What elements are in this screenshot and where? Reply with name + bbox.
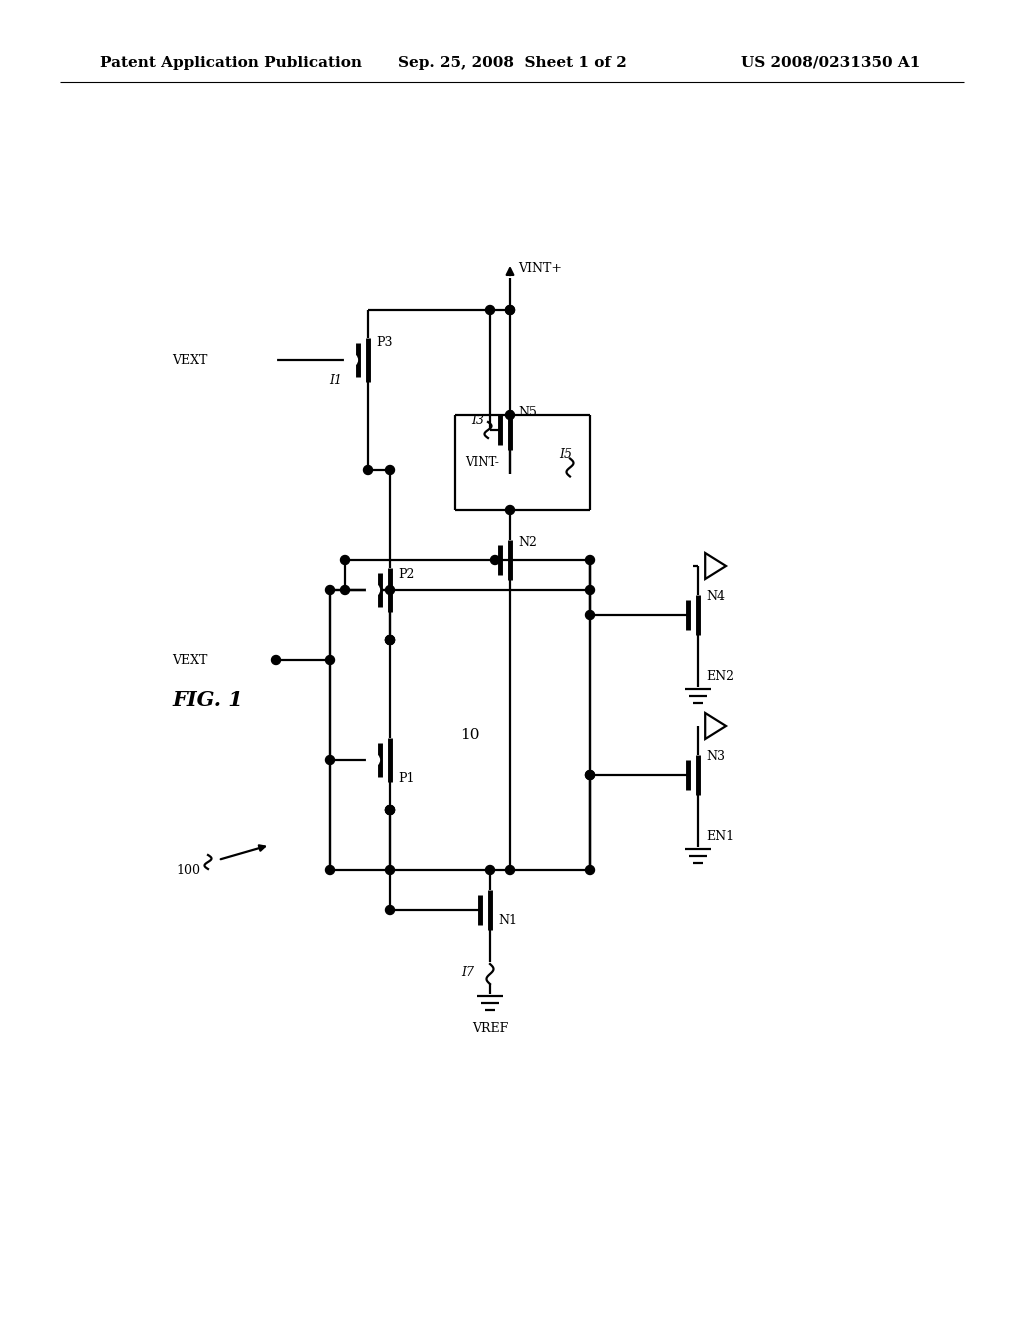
Text: VINT+: VINT+ xyxy=(518,261,562,275)
Text: N3: N3 xyxy=(706,751,725,763)
Circle shape xyxy=(586,556,595,565)
Circle shape xyxy=(385,466,394,474)
Circle shape xyxy=(385,635,394,644)
Circle shape xyxy=(385,906,394,915)
Circle shape xyxy=(385,805,394,814)
Text: VEXT: VEXT xyxy=(172,653,207,667)
Circle shape xyxy=(485,866,495,874)
Text: I5: I5 xyxy=(559,447,572,461)
Circle shape xyxy=(385,635,394,644)
Text: US 2008/0231350 A1: US 2008/0231350 A1 xyxy=(740,55,920,70)
Circle shape xyxy=(326,586,335,594)
Text: Patent Application Publication: Patent Application Publication xyxy=(100,55,362,70)
Circle shape xyxy=(586,771,595,780)
Circle shape xyxy=(271,656,281,664)
Text: P1: P1 xyxy=(398,771,415,784)
Text: P3: P3 xyxy=(376,335,392,348)
Circle shape xyxy=(522,458,532,467)
Text: I3: I3 xyxy=(471,413,484,426)
Circle shape xyxy=(341,556,349,565)
Text: 10: 10 xyxy=(460,729,480,742)
Circle shape xyxy=(586,771,595,780)
Text: N4: N4 xyxy=(706,590,725,603)
Circle shape xyxy=(367,583,379,597)
Text: N2: N2 xyxy=(518,536,537,549)
Circle shape xyxy=(586,586,595,594)
Circle shape xyxy=(248,645,276,675)
Text: I7: I7 xyxy=(462,965,474,978)
Circle shape xyxy=(341,586,349,594)
Circle shape xyxy=(385,805,394,814)
Circle shape xyxy=(506,305,514,314)
Circle shape xyxy=(385,866,394,874)
Text: 100: 100 xyxy=(176,863,200,876)
Text: N5: N5 xyxy=(518,405,537,418)
Circle shape xyxy=(385,586,394,594)
Text: Sep. 25, 2008  Sheet 1 of 2: Sep. 25, 2008 Sheet 1 of 2 xyxy=(397,55,627,70)
Text: I1: I1 xyxy=(330,374,342,387)
Circle shape xyxy=(485,305,495,314)
Text: P2: P2 xyxy=(398,568,415,581)
Circle shape xyxy=(326,866,335,874)
Circle shape xyxy=(586,866,595,874)
Circle shape xyxy=(506,305,514,314)
Circle shape xyxy=(490,556,500,565)
Circle shape xyxy=(586,610,595,619)
Text: VEXT: VEXT xyxy=(172,354,207,367)
Circle shape xyxy=(326,755,335,764)
Circle shape xyxy=(345,354,357,366)
Text: VINT-: VINT- xyxy=(465,455,499,469)
Circle shape xyxy=(506,506,514,515)
Circle shape xyxy=(248,346,276,374)
Text: EN2: EN2 xyxy=(706,671,734,684)
Text: EN1: EN1 xyxy=(706,830,734,843)
Circle shape xyxy=(506,411,514,420)
Circle shape xyxy=(364,466,373,474)
Circle shape xyxy=(367,754,379,766)
Circle shape xyxy=(506,866,514,874)
Circle shape xyxy=(385,805,394,814)
Text: FIG. 1: FIG. 1 xyxy=(173,690,244,710)
Text: VREF: VREF xyxy=(472,1022,508,1035)
Text: N1: N1 xyxy=(498,913,517,927)
Circle shape xyxy=(385,635,394,644)
Circle shape xyxy=(326,656,335,664)
